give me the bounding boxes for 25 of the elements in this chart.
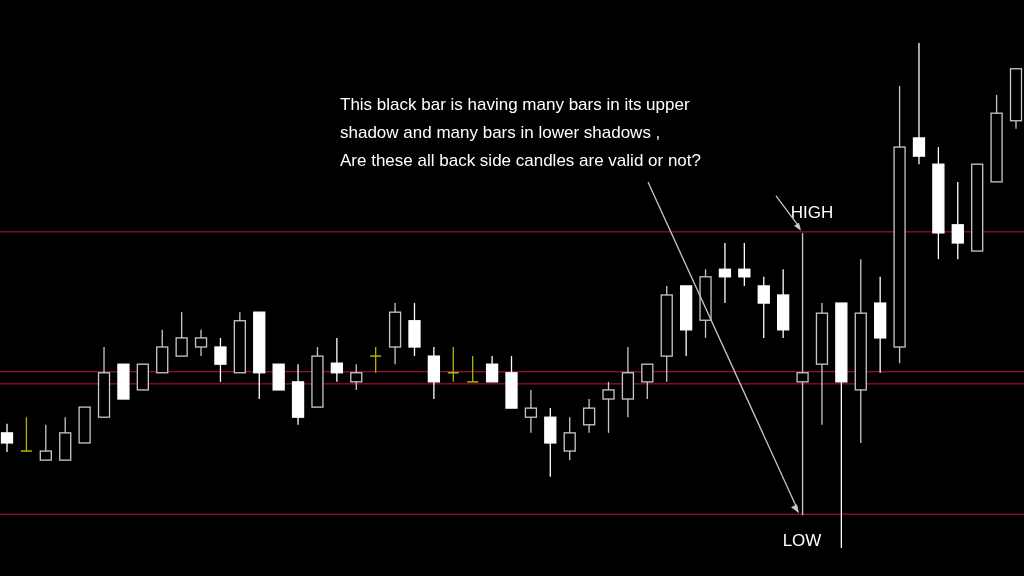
ref-line-label: LOW (782, 531, 822, 551)
candlestick (369, 346, 382, 374)
candlestick (447, 346, 460, 383)
candlestick (466, 355, 479, 383)
candlestick (524, 389, 538, 434)
candlestick (194, 329, 208, 357)
candlestick (912, 42, 926, 165)
candlestick (175, 311, 188, 357)
candlestick (951, 181, 964, 260)
candlestick (757, 276, 770, 339)
candlestick (582, 398, 596, 434)
candlestick (602, 381, 615, 434)
candlestick (0, 423, 14, 453)
candlestick (330, 337, 344, 383)
candlestick (485, 355, 499, 383)
candlestick (350, 363, 363, 391)
candlestick (641, 363, 654, 400)
annotation: This black bar is having many bars in its upper shadow and many bars in lower shadows , Are these all back side candles are valid or not? (340, 95, 701, 170)
candlestick (718, 242, 732, 304)
candlestick (563, 416, 576, 461)
candlestick (39, 424, 52, 461)
candlestick (20, 416, 33, 452)
candlestick (214, 337, 227, 383)
candlestick (738, 242, 751, 287)
ref-line-label: HIGH (790, 202, 834, 222)
